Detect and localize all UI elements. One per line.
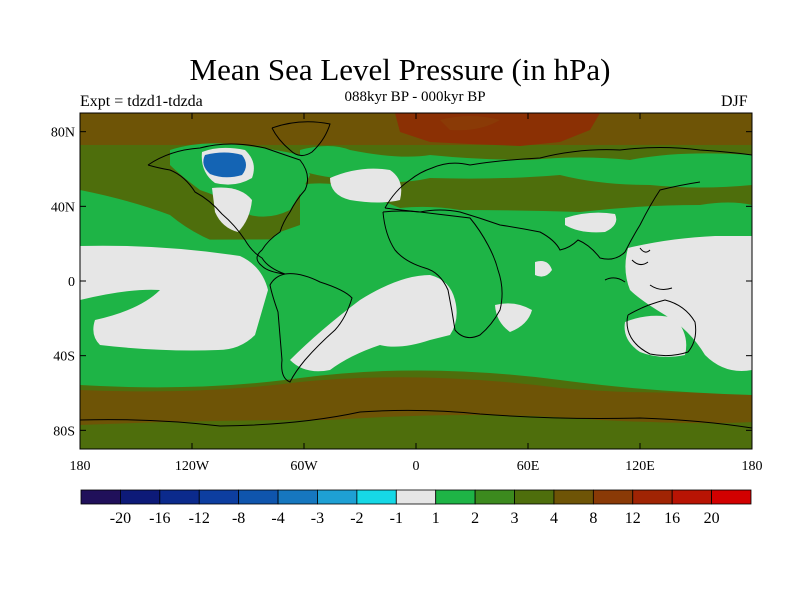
coast-maritime-asia (604, 247, 673, 290)
colorbar-swatch (592, 489, 634, 505)
colorbar-label: -3 (311, 510, 324, 527)
field-arabia-white (565, 212, 617, 233)
colorbar-label: 20 (704, 510, 720, 527)
lat-tick-label: 80N (51, 126, 75, 141)
coast-greenland (271, 121, 331, 156)
coast-africa (382, 210, 503, 339)
colorbar-swatch (317, 489, 358, 505)
field-east-pacific-white (80, 245, 268, 351)
field-antarctic (80, 415, 752, 449)
colorbar-swatch (80, 489, 121, 505)
colorbar-label: -2 (350, 510, 363, 527)
coast-antarctica (80, 409, 752, 429)
colorbar: -20 -16 -12 -8 -4 -3 -2 -1 1 2 3 4 8 12 16 20 (80, 489, 752, 527)
experiment-label: Expt = tdzd1-tdzda (80, 93, 203, 110)
coast-europe-asia (384, 147, 752, 260)
colorbar-label: 3 (511, 510, 519, 527)
lat-tick-label: 0 (68, 275, 75, 290)
colorbar-label: -20 (110, 510, 131, 527)
field-na-white (212, 187, 252, 232)
lon-tick-label: 180 (742, 459, 763, 474)
field-siberia-core (440, 116, 500, 131)
season-label: DJF (721, 93, 748, 110)
colorbar-swatch (553, 489, 594, 505)
lon-tick-label: 60W (290, 459, 318, 474)
colorbar-swatch (198, 489, 240, 505)
field-indian-white (535, 261, 552, 277)
field-atlantic-north-white (330, 168, 402, 203)
colorbar-label: 8 (589, 510, 597, 527)
chart-subtitle: 088kyr BP - 000kyr BP (344, 89, 486, 105)
colorbar-swatch (159, 489, 200, 505)
field-australia-white (624, 315, 687, 357)
colorbar-swatch (632, 489, 673, 505)
coastlines (80, 121, 752, 429)
colorbar-swatch (474, 489, 515, 505)
colorbar-label: 2 (471, 510, 479, 527)
field-atlantic-green (300, 183, 752, 245)
field-africa-white (495, 303, 532, 332)
colorbar-swatch (277, 489, 318, 505)
field-negative-core (203, 152, 246, 178)
lon-tick-label: 0 (413, 459, 420, 474)
colorbar-swatch (238, 489, 279, 505)
colorbar-label: -1 (390, 510, 403, 527)
colorbar-label: 1 (432, 510, 440, 527)
colorbar-swatch (356, 489, 397, 505)
coast-north-america (147, 143, 309, 275)
coast-south-america (269, 273, 353, 383)
colorbar-label: -8 (232, 510, 245, 527)
lon-tick-label: 120W (175, 459, 210, 474)
colorbar-swatch (514, 489, 555, 505)
lat-tick-label: 40N (51, 200, 75, 215)
field-atlantic-white (290, 275, 457, 372)
field-pacific-west-white (625, 236, 752, 371)
colorbar-swatch (671, 489, 712, 505)
coast-australia (626, 299, 697, 357)
colorbar-swatch (120, 489, 161, 505)
map-field (80, 113, 752, 449)
colorbar-label: 4 (550, 510, 558, 527)
colorbar-label: -4 (271, 510, 284, 527)
lon-axis: 180 120W 60W 0 60E 120E 180 (70, 113, 763, 474)
colorbar-swatch (395, 489, 437, 505)
lon-tick-label: 180 (70, 459, 91, 474)
colorbar-swatch (711, 489, 752, 505)
lat-tick-label: 40S (53, 350, 75, 365)
lon-tick-label: 120E (625, 459, 655, 474)
lat-tick-label: 80S (53, 424, 75, 439)
lon-tick-label: 60E (517, 459, 540, 474)
colorbar-swatch (435, 489, 476, 505)
colorbar-label: 16 (664, 510, 680, 527)
colorbar-label: 12 (625, 510, 641, 527)
colorbar-label: -12 (189, 510, 210, 527)
chart-title: Mean Sea Level Pressure (in hPa) (189, 52, 611, 87)
lat-axis: 80N 40N 0 40S 80S (51, 126, 752, 439)
colorbar-label: -16 (149, 510, 170, 527)
